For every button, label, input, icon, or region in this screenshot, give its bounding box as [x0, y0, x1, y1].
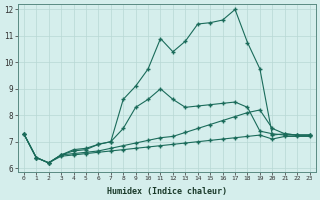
X-axis label: Humidex (Indice chaleur): Humidex (Indice chaleur) [107, 187, 227, 196]
